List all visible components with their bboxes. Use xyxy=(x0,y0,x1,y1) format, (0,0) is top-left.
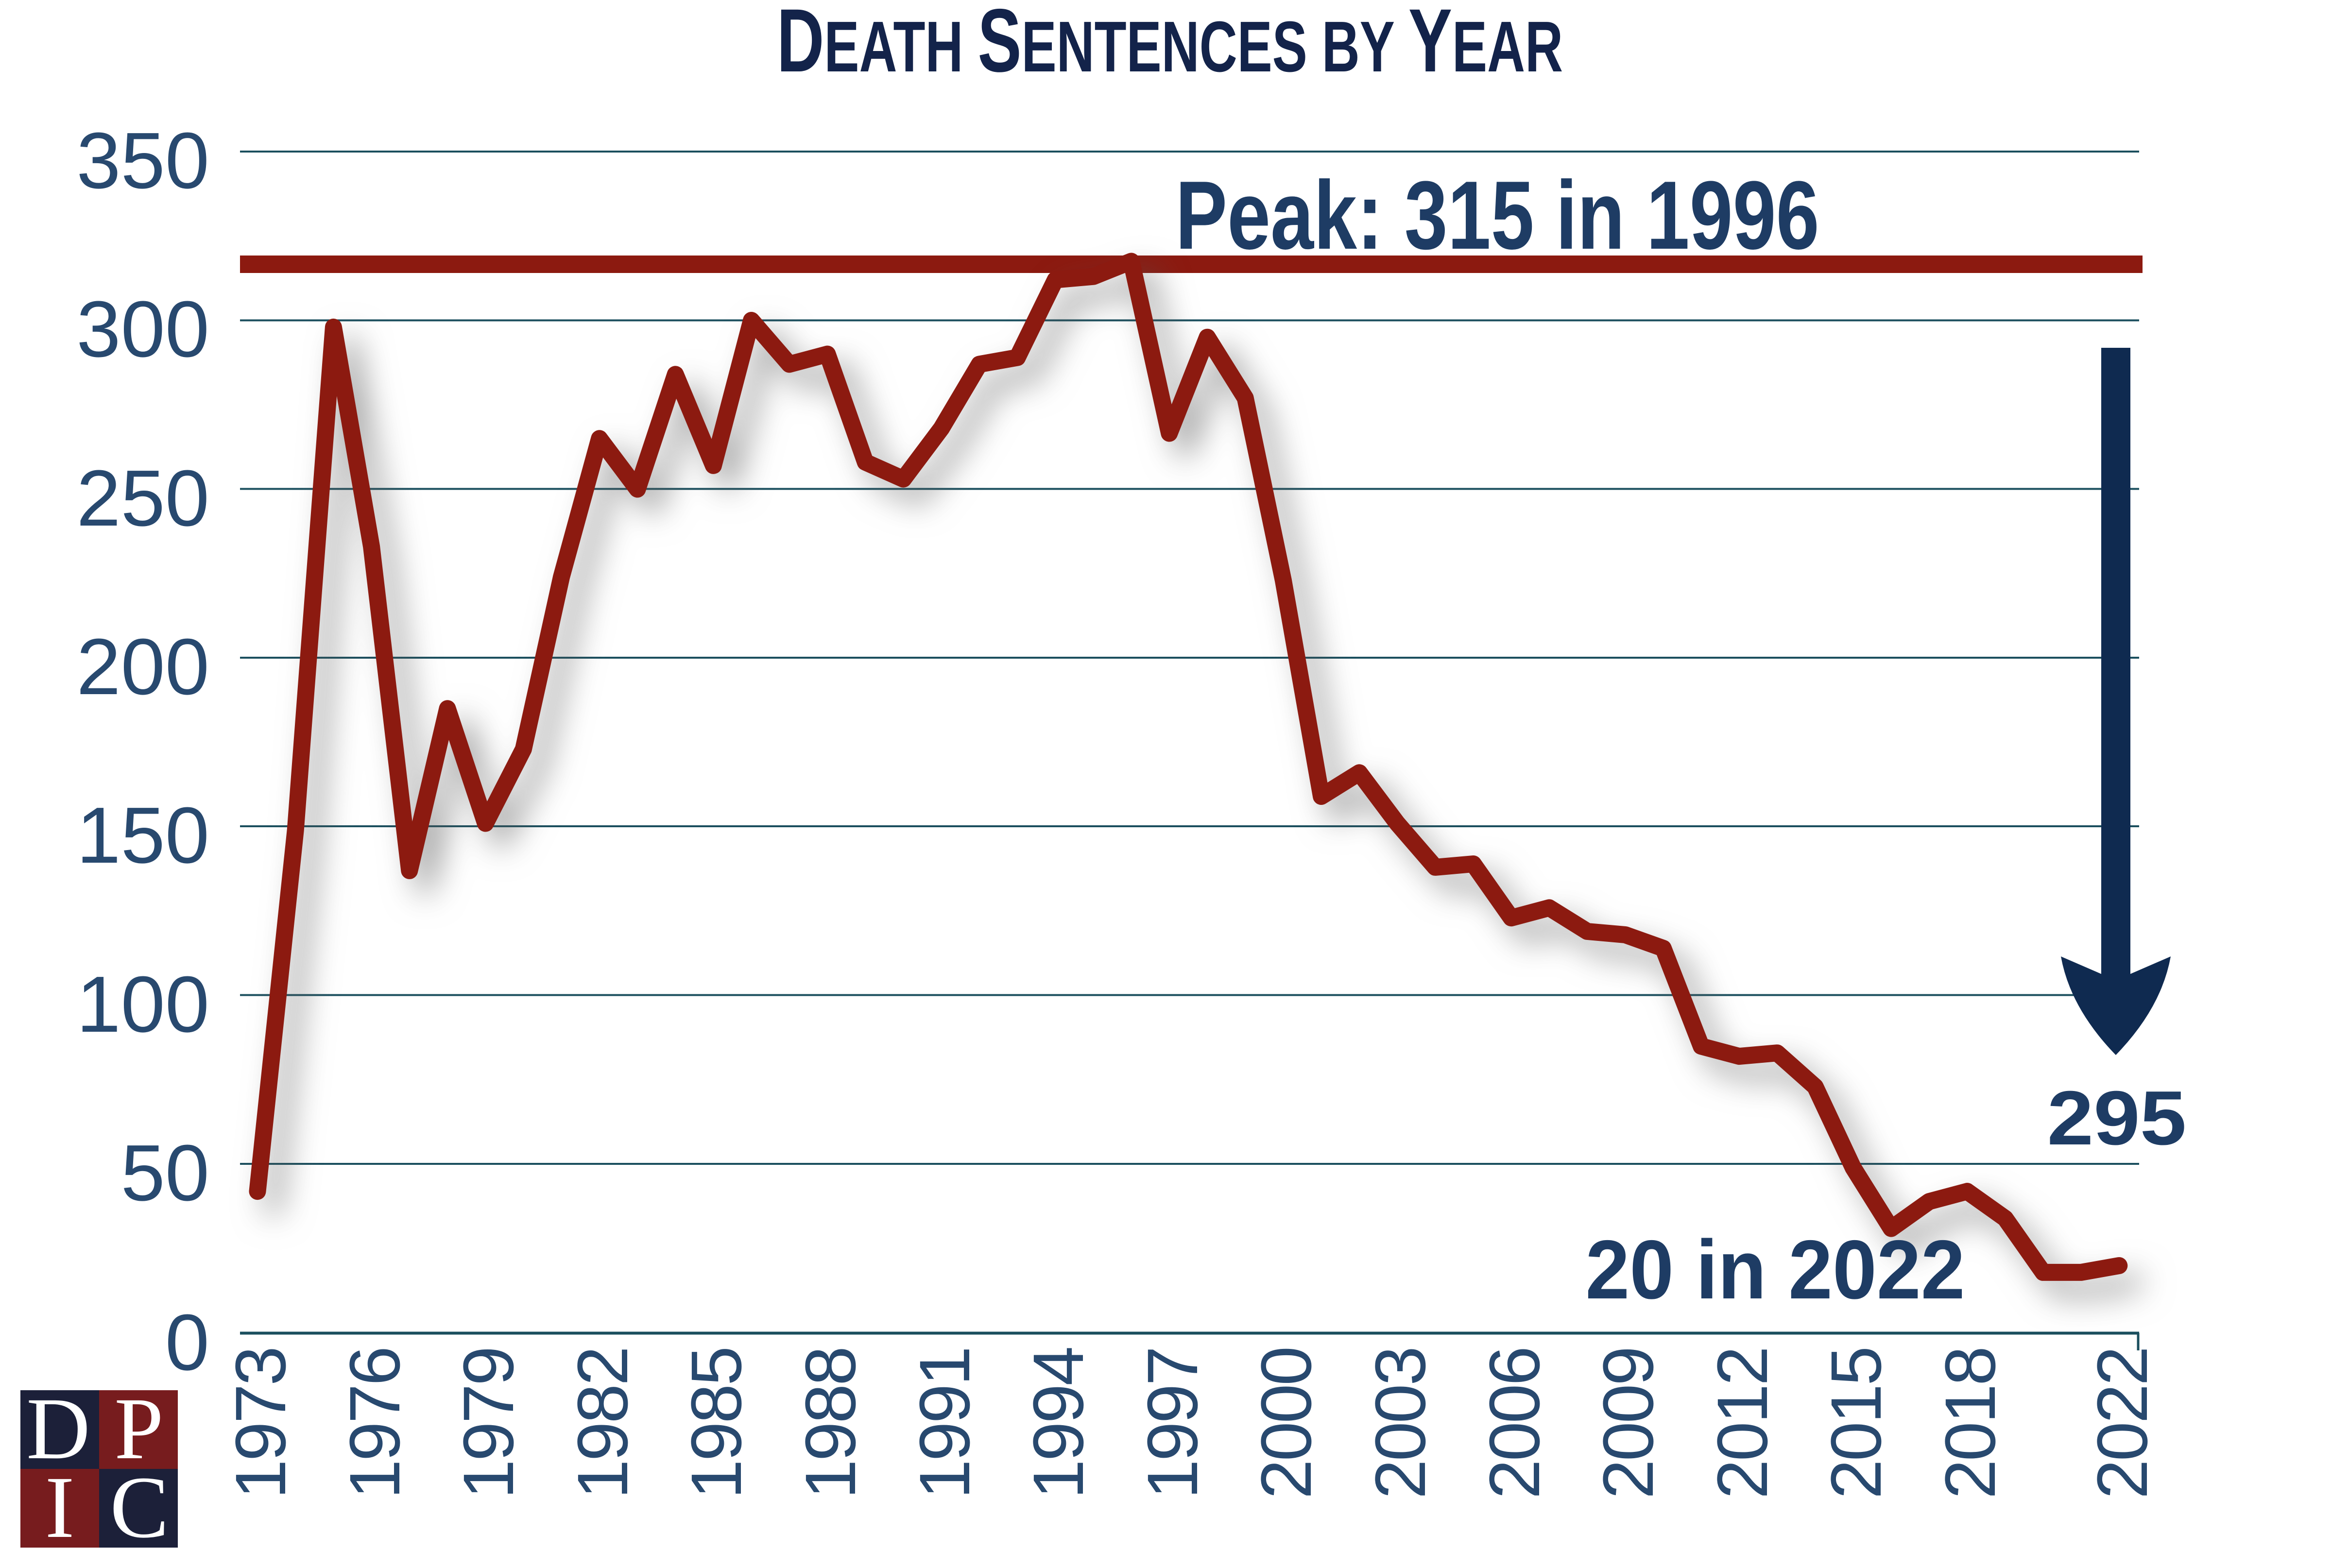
svg-text:2009: 2009 xyxy=(1589,1348,1668,1499)
svg-text:2018: 2018 xyxy=(1931,1348,2010,1499)
svg-text:300: 300 xyxy=(76,285,209,374)
svg-text:50: 50 xyxy=(121,1128,209,1217)
svg-text:1997: 1997 xyxy=(1133,1348,1213,1499)
svg-text:1988: 1988 xyxy=(791,1348,871,1499)
svg-text:200: 200 xyxy=(76,622,209,711)
svg-text:1976: 1976 xyxy=(335,1348,415,1499)
svg-text:2003: 2003 xyxy=(1361,1348,1440,1499)
svg-text:1982: 1982 xyxy=(563,1348,643,1499)
svg-text:20 in 2022: 20 in 2022 xyxy=(1585,1223,1965,1316)
svg-text:1994: 1994 xyxy=(1019,1348,1098,1499)
svg-text:P: P xyxy=(114,1380,163,1478)
svg-text:1985: 1985 xyxy=(677,1348,756,1499)
svg-text:2006: 2006 xyxy=(1475,1348,1555,1499)
svg-text:Peak: 315 in 1996: Peak: 315 in 1996 xyxy=(1175,161,1819,270)
svg-text:2022: 2022 xyxy=(2083,1348,2162,1499)
svg-text:0: 0 xyxy=(165,1298,209,1387)
svg-text:150: 150 xyxy=(76,791,209,880)
svg-text:350: 350 xyxy=(76,116,209,205)
svg-text:100: 100 xyxy=(76,960,209,1049)
svg-text:1973: 1973 xyxy=(221,1348,301,1499)
svg-text:1979: 1979 xyxy=(449,1348,529,1499)
svg-text:DEATH SENTENCES BY YEAR: DEATH SENTENCES BY YEAR xyxy=(777,0,1563,91)
svg-text:2015: 2015 xyxy=(1817,1348,1896,1499)
svg-text:2000: 2000 xyxy=(1247,1348,1326,1499)
svg-text:2012: 2012 xyxy=(1703,1348,1783,1499)
svg-text:1991: 1991 xyxy=(905,1348,985,1499)
svg-text:295: 295 xyxy=(2047,1075,2187,1160)
svg-text:D: D xyxy=(26,1380,90,1478)
svg-text:C: C xyxy=(110,1459,169,1556)
svg-text:250: 250 xyxy=(76,454,209,543)
svg-text:I: I xyxy=(45,1459,75,1556)
